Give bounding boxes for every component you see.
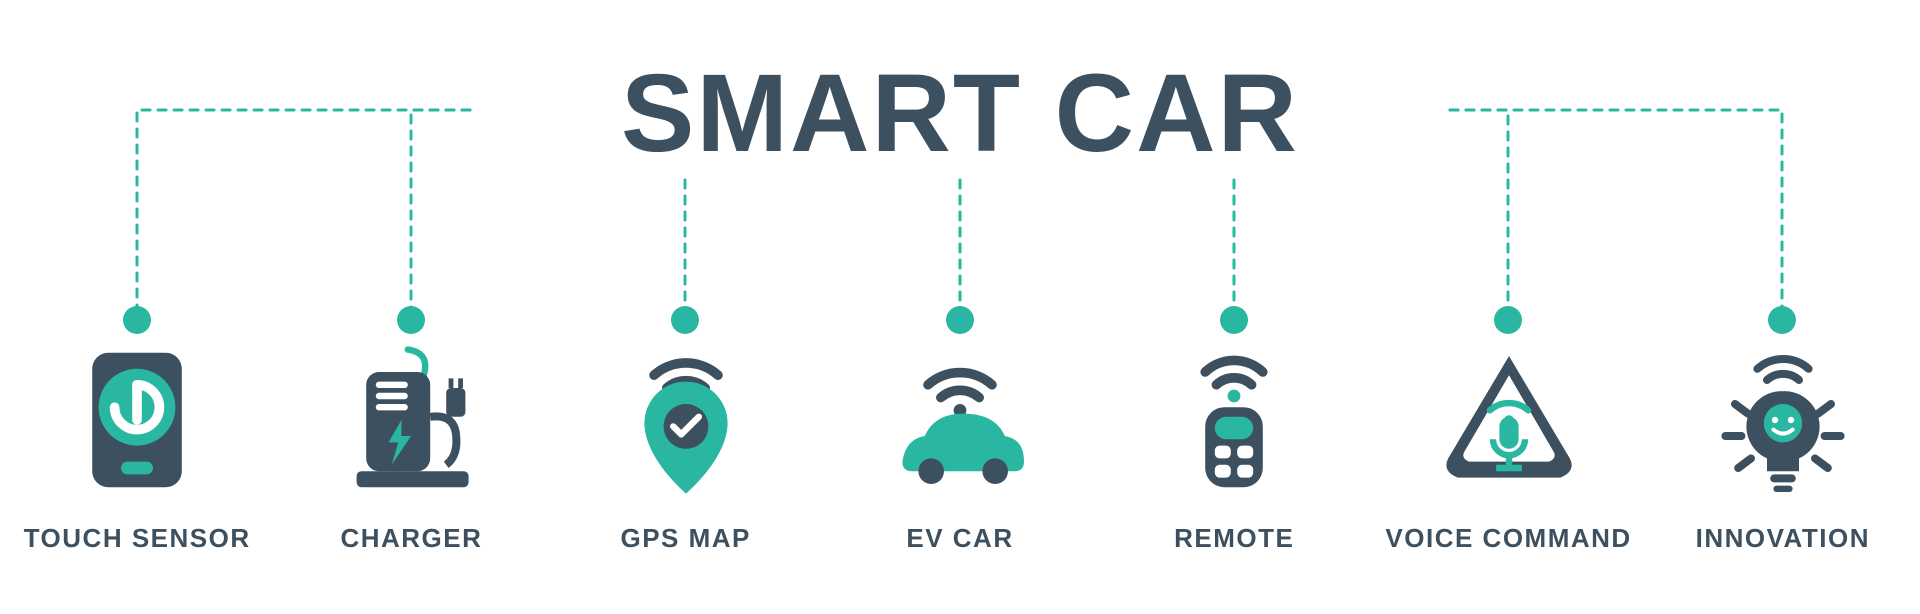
- voice-command-icon: [1424, 335, 1594, 505]
- item-label: GPS MAP: [620, 523, 750, 554]
- charger-icon: [326, 335, 496, 505]
- item-gps-map: GPS MAP: [549, 335, 823, 554]
- item-voice-command: VOICE COMMAND: [1371, 335, 1645, 554]
- items-row: TOUCH SENSOR CHARGER GPS MAP EV CAR: [0, 335, 1920, 554]
- item-touch-sensor: TOUCH SENSOR: [0, 335, 274, 554]
- item-ev-car: EV CAR: [823, 335, 1097, 554]
- gps-map-icon: [601, 335, 771, 505]
- innovation-icon: [1698, 335, 1868, 505]
- item-label: EV CAR: [906, 523, 1013, 554]
- ev-car-icon: [875, 335, 1045, 505]
- item-label: VOICE COMMAND: [1385, 523, 1631, 554]
- item-remote: REMOTE: [1097, 335, 1371, 554]
- touch-sensor-icon: [52, 335, 222, 505]
- item-label: REMOTE: [1174, 523, 1294, 554]
- page-title: SMART CAR: [0, 50, 1920, 177]
- item-label: CHARGER: [340, 523, 482, 554]
- item-label: TOUCH SENSOR: [24, 523, 251, 554]
- item-innovation: INNOVATION: [1646, 335, 1920, 554]
- remote-icon: [1149, 335, 1319, 505]
- item-label: INNOVATION: [1696, 523, 1870, 554]
- item-charger: CHARGER: [274, 335, 548, 554]
